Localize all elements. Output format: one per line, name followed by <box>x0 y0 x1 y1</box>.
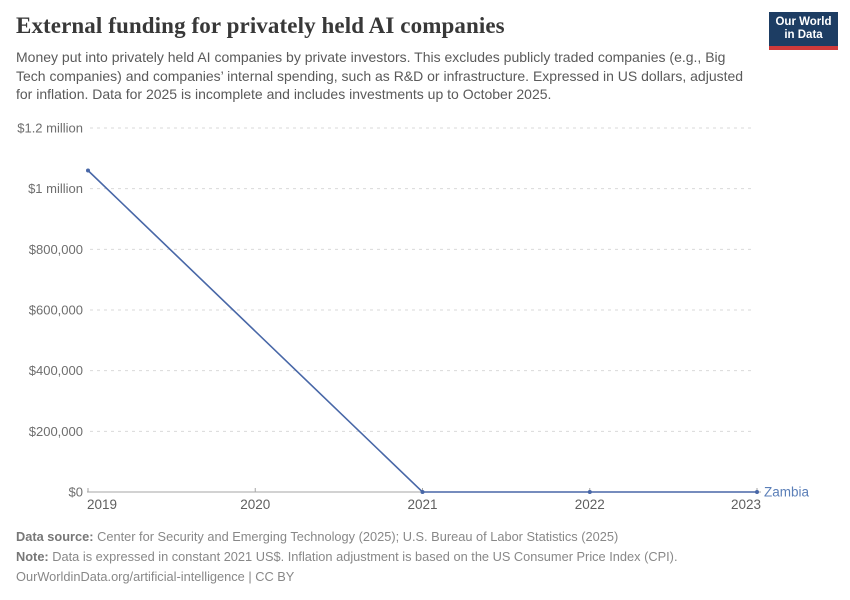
note-label: Note: <box>16 549 49 564</box>
y-tick-label: $0 <box>69 485 83 500</box>
owid-logo-line1: Our World <box>775 16 832 28</box>
x-tick-label: 2023 <box>731 497 761 512</box>
page-title: External funding for privately held AI c… <box>16 13 505 38</box>
x-tick-label: 2020 <box>240 497 270 512</box>
owid-logo[interactable]: Our World in Data <box>769 12 838 50</box>
y-tick-label: $400,000 <box>29 363 83 378</box>
data-point[interactable] <box>587 490 592 494</box>
chart-header: External funding for privately held AI c… <box>16 13 761 104</box>
note-text: Data is expressed in constant 2021 US$. … <box>52 549 678 564</box>
funding-line-chart: $0 $200,000 $400,000 $600,000 $800,000 $1 mil… <box>17 121 810 513</box>
data-source-label: Data source: <box>16 529 94 544</box>
data-source-text: Center for Security and Emerging Technol… <box>97 529 619 544</box>
series-line-zambia[interactable] <box>86 168 759 495</box>
data-point[interactable] <box>755 490 759 494</box>
x-tick-label: 2022 <box>575 497 605 512</box>
data-point[interactable] <box>420 490 425 494</box>
owid-logo-line2: in Data <box>784 29 823 41</box>
data-source-line: Data source: Center for Security and Eme… <box>16 527 678 547</box>
entity-label[interactable]: Zambia <box>764 485 810 500</box>
chart-area: $0 $200,000 $400,000 $600,000 $800,000 $1 mil… <box>0 115 850 515</box>
license-line[interactable]: OurWorldinData.org/artificial-intelligen… <box>16 569 295 584</box>
y-tick-label: $200,000 <box>29 424 83 439</box>
y-tick-label: $600,000 <box>29 303 83 318</box>
chart-subtitle: Money put into privately held AI compani… <box>16 49 744 102</box>
x-tick-label: 2021 <box>407 497 437 512</box>
y-tick-label: $1 million <box>28 181 83 196</box>
data-point[interactable] <box>86 168 90 173</box>
x-tick-label: 2019 <box>87 497 117 512</box>
note-line: Note: Data is expressed in constant 2021… <box>16 547 678 567</box>
gridlines: $0 $200,000 $400,000 $600,000 $800,000 $1 mil… <box>17 121 755 500</box>
y-tick-label: $800,000 <box>29 242 83 257</box>
y-tick-label: $1.2 million <box>17 121 83 136</box>
chart-footer: Data source: Center for Security and Eme… <box>16 527 678 587</box>
